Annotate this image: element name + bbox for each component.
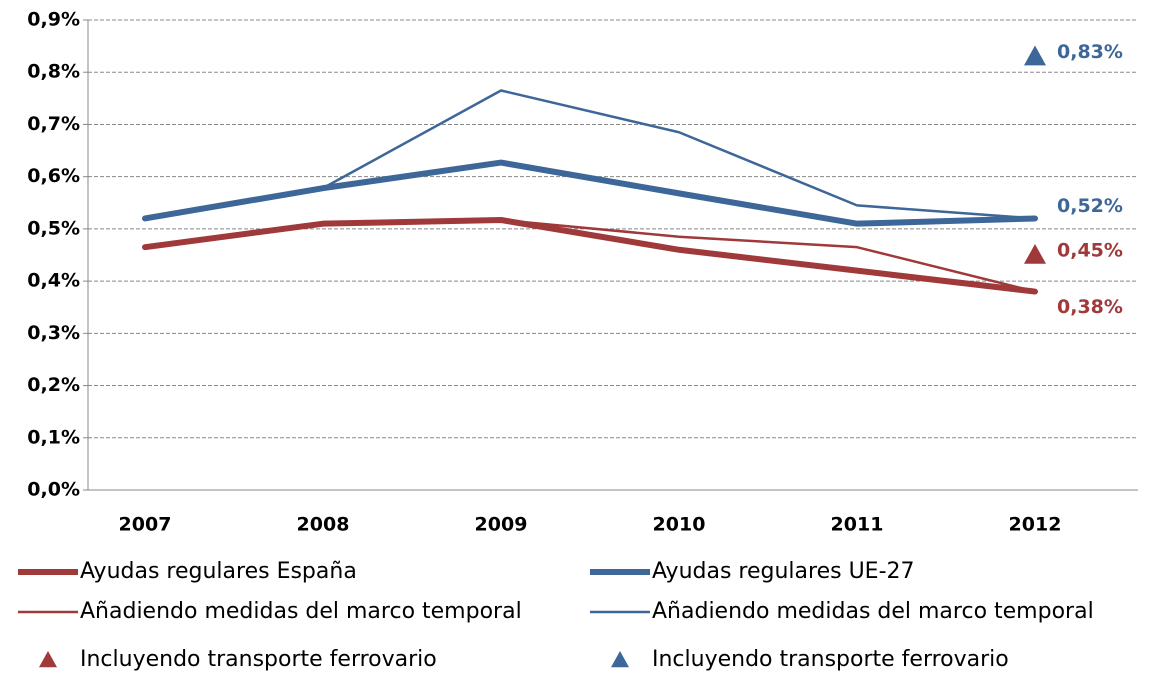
y-tick-label: 0,0% xyxy=(27,479,80,501)
y-tick-label: 0,9% xyxy=(27,9,80,31)
x-tick-label: 2011 xyxy=(831,514,884,536)
series-line xyxy=(142,159,1038,227)
x-tick-label: 2008 xyxy=(297,514,350,536)
y-tick-label: 0,4% xyxy=(27,270,80,292)
series-line xyxy=(143,89,1037,220)
data-label: 0,83% xyxy=(1057,41,1123,63)
y-tick-label: 0,7% xyxy=(27,113,80,135)
legend-marker xyxy=(611,651,629,668)
y-tick-label: 0,5% xyxy=(27,217,80,239)
data-label: 0,45% xyxy=(1057,240,1123,262)
legend-label: Ayudas regulares España xyxy=(80,559,357,584)
x-tick-label: 2012 xyxy=(1009,514,1062,536)
legend-label: Incluyendo transporte ferrovario xyxy=(652,647,1009,672)
x-tick-label: 2010 xyxy=(653,514,706,536)
y-tick-label: 0,2% xyxy=(27,374,80,396)
legend-label: Añadiendo medidas del marco temporal xyxy=(652,599,1094,624)
y-tick-label: 0,6% xyxy=(27,165,80,187)
legend-label: Añadiendo medidas del marco temporal xyxy=(80,599,522,624)
legend-label: Incluyendo transporte ferrovario xyxy=(80,647,437,672)
legend-label: Ayudas regulares UE-27 xyxy=(652,559,915,584)
legend-marker xyxy=(39,651,57,668)
triangle-marker xyxy=(1024,244,1046,264)
series-line xyxy=(142,217,1038,295)
x-tick-label: 2007 xyxy=(119,514,172,536)
y-tick-label: 0,8% xyxy=(27,61,80,83)
y-tick-label: 0,1% xyxy=(27,426,80,448)
data-label: 0,52% xyxy=(1057,195,1123,217)
data-label: 0,38% xyxy=(1057,296,1123,318)
x-tick-label: 2009 xyxy=(475,514,528,536)
y-tick-label: 0,3% xyxy=(27,322,80,344)
triangle-marker xyxy=(1024,45,1046,66)
